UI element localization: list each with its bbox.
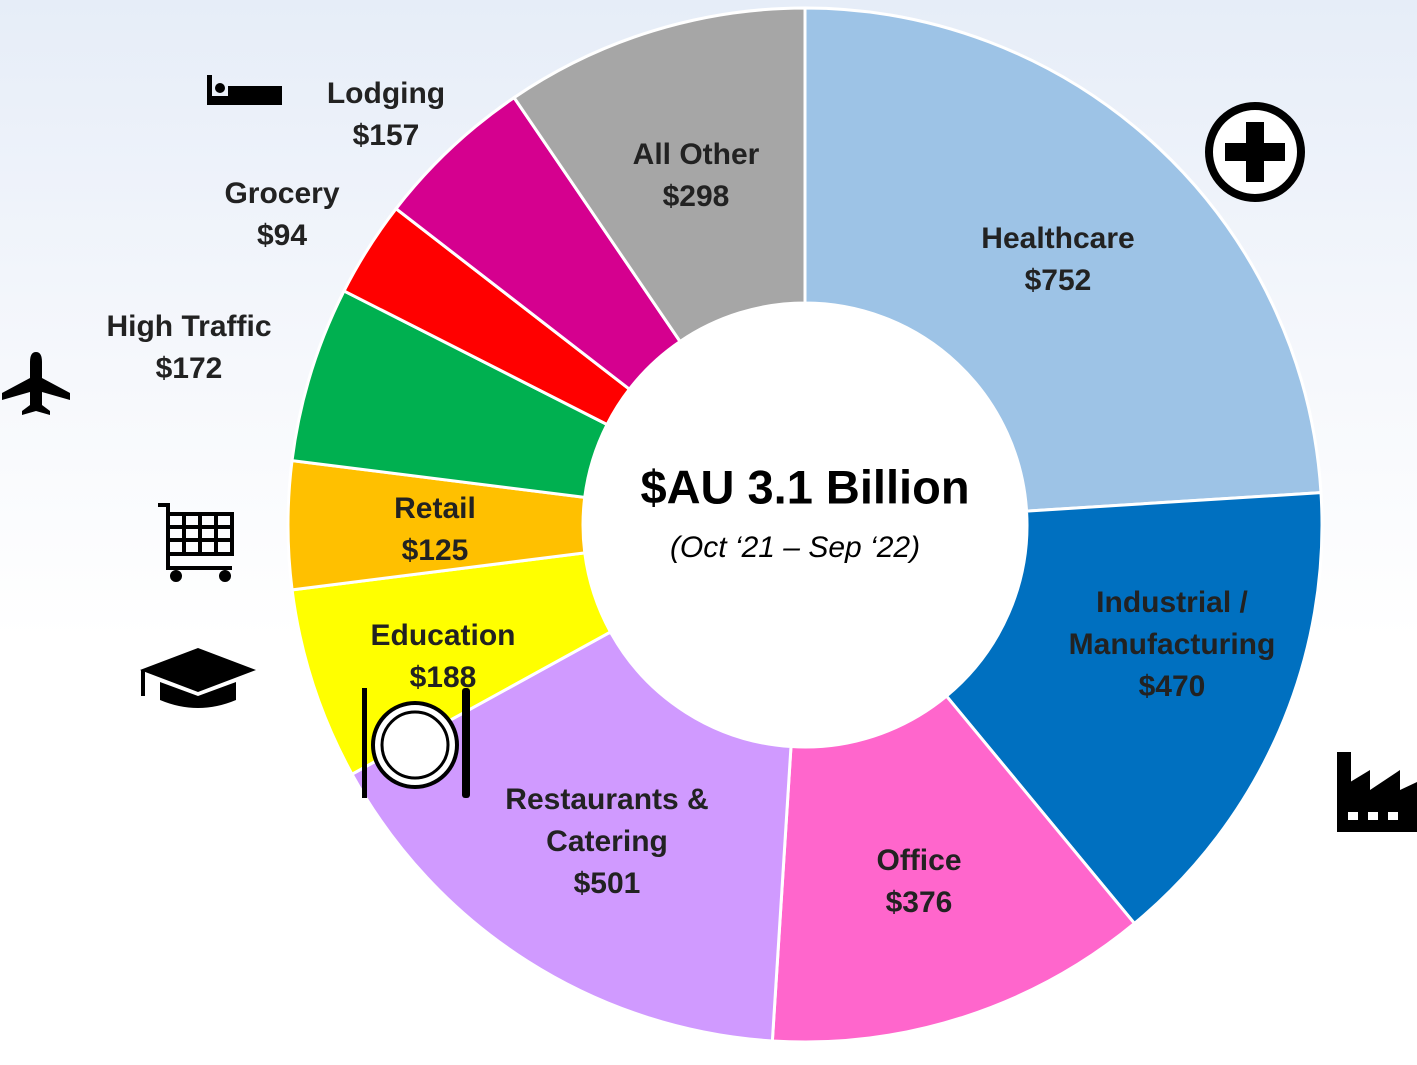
slice-label: Healthcare $752 bbox=[908, 218, 1208, 302]
bed-icon bbox=[207, 75, 282, 105]
value-label: $125 bbox=[401, 534, 469, 567]
category-name: High Traffic bbox=[106, 310, 272, 343]
value-label: $157 bbox=[352, 119, 420, 152]
value-label: $376 bbox=[885, 886, 953, 919]
category-name: Industrial / Manufacturing bbox=[1068, 586, 1276, 661]
category-name: Grocery bbox=[224, 177, 340, 210]
slice-label: Office $376 bbox=[769, 840, 1069, 924]
category-name: All Other bbox=[632, 138, 760, 171]
slice-label: Retail $125 bbox=[285, 488, 585, 572]
value-label: $94 bbox=[256, 219, 308, 252]
slice-label: Grocery $94 bbox=[132, 173, 432, 257]
center-subtitle: (Oct ‘21 – Sep ‘22) bbox=[669, 531, 921, 564]
slice-label: Industrial / Manufacturing $470 bbox=[1037, 582, 1307, 708]
plate-icon bbox=[362, 688, 470, 798]
cap-icon bbox=[140, 648, 256, 708]
category-name: Restaurants & Catering bbox=[505, 783, 709, 858]
healthcare-icon bbox=[1205, 102, 1305, 202]
category-name: Healthcare bbox=[981, 222, 1135, 255]
cart-icon bbox=[158, 503, 234, 582]
category-name: Lodging bbox=[326, 77, 446, 110]
slices bbox=[286, 6, 1324, 1044]
slice-label: High Traffic $172 bbox=[39, 306, 339, 390]
slice-label: Education $188 bbox=[293, 615, 593, 699]
value-label: $188 bbox=[409, 661, 477, 694]
value-label: $298 bbox=[662, 180, 730, 213]
center-title: $AU 3.1 Billion bbox=[640, 460, 970, 514]
value-label: $172 bbox=[155, 352, 223, 385]
value-label: $752 bbox=[1024, 264, 1092, 297]
value-label: $501 bbox=[573, 867, 641, 900]
slice-label: All Other $298 bbox=[546, 134, 846, 218]
slice-label: Lodging $157 bbox=[236, 73, 536, 157]
donut-hole bbox=[583, 303, 1027, 747]
value-label: $470 bbox=[1138, 670, 1206, 703]
category-name: Office bbox=[876, 844, 962, 877]
plane-icon bbox=[2, 352, 70, 415]
category-name: Education bbox=[370, 619, 516, 652]
category-name: Retail bbox=[394, 492, 476, 525]
factory-icon bbox=[1337, 752, 1417, 832]
slice-label: Restaurants & Catering $501 bbox=[477, 779, 737, 905]
